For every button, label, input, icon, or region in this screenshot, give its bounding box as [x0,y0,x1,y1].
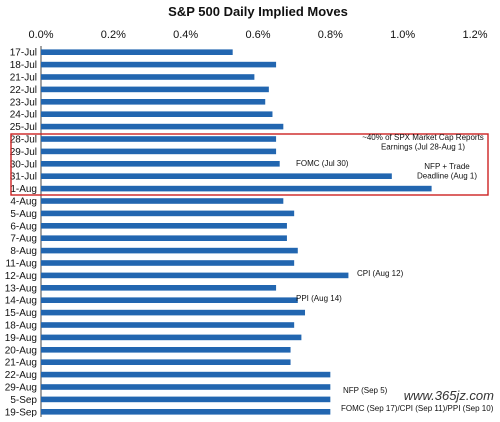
bar [41,99,266,105]
category-label: 25-Jul [10,122,37,133]
category-label: 18-Jul [10,60,37,71]
category-label: 24-Jul [10,110,37,121]
bar [41,86,269,93]
bar [41,359,291,365]
bar [41,61,277,68]
category-label: 6-Aug [10,221,37,232]
watermark: www.365jz.com [404,388,494,403]
annotation-text: ~40% of SPX Market Cap Reports [362,133,484,142]
highlight-box [10,133,489,196]
annotation-text: Earnings (Jul 28-Aug 1) [381,143,465,152]
category-label: 1-Aug [10,184,37,195]
x-tick-label: 0.6% [245,29,270,41]
bar [41,347,291,353]
bar [41,223,287,229]
x-tick-label: 0.2% [101,29,126,41]
category-label: 12-Aug [5,271,37,282]
bar [41,247,298,254]
category-label: 8-Aug [10,246,37,257]
x-tick-label: 1.2% [462,29,487,41]
annotation-text: NFP (Sep 5) [343,386,388,395]
chart-title: S&P 500 Daily Implied Moves [168,4,348,19]
bar [41,334,302,341]
bar [41,185,432,192]
category-label: 15-Aug [5,308,37,319]
bar [41,297,298,303]
category-label: 30-Jul [10,159,37,170]
annotation-text: FOMC (Sep 17)/CPI (Sep 11)/PPI (Sep 10) [341,404,494,413]
bar [41,123,284,130]
bars [41,49,432,415]
x-tick-label: 0.0% [28,29,53,41]
category-label: 21-Jul [10,73,37,84]
bar [41,173,392,179]
bar [41,409,331,415]
category-label: 21-Aug [5,358,37,369]
annotation-text: Deadline (Aug 1) [417,172,477,181]
bar [41,371,331,378]
bar [41,309,306,316]
category-label: 5-Aug [10,209,37,220]
category-label: 11-Aug [5,259,37,270]
category-label: 14-Aug [5,296,37,307]
category-label: 13-Aug [5,283,37,294]
category-label: 18-Aug [5,321,37,332]
bar [41,74,255,80]
bar [41,148,277,155]
category-label: 19-Aug [5,333,37,344]
bar [41,260,295,266]
bar [41,285,277,291]
bar [41,322,295,328]
category-label: 17-Jul [10,48,37,59]
annotation-text: CPI (Aug 12) [357,269,404,278]
category-label: 22-Aug [5,370,37,381]
bar [41,161,280,167]
bar [41,235,287,241]
category-label: 22-Jul [10,85,37,96]
category-label: 23-Jul [10,97,37,108]
category-label: 29-Aug [5,383,37,394]
bar [41,136,277,142]
annotation-text: FOMC (Jul 30) [296,159,349,168]
bar [41,396,331,403]
category-label: 29-Jul [10,147,37,158]
category-label: 28-Jul [10,135,37,146]
bar [41,272,349,279]
x-tick-label: 0.8% [318,29,343,41]
category-label: 19-Sep [5,407,38,417]
bar [41,384,331,390]
category-label: 5-Sep [10,395,37,406]
bar [41,49,233,55]
bar [41,198,284,204]
category-label: 20-Aug [5,345,37,356]
category-label: 7-Aug [10,234,37,245]
x-axis: 0.0% 0.2% 0.4% 0.6% 0.8% 1.0% 1.2% [28,29,487,41]
bar [41,210,295,217]
x-tick-label: 1.0% [390,29,415,41]
category-label: 4-Aug [10,197,37,208]
category-label: 31-Jul [10,172,37,183]
annotation-text: PPI (Aug 14) [296,294,342,303]
x-tick-label: 0.4% [173,29,198,41]
bar [41,111,273,117]
annotation-text: NFP + Trade [424,162,470,171]
